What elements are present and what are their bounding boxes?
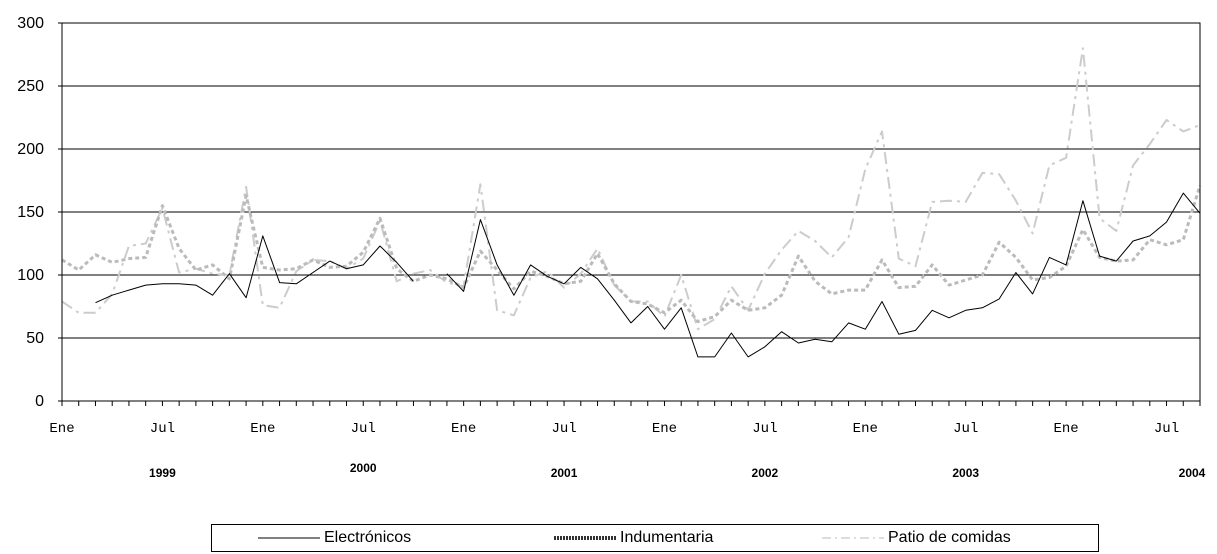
xtick-label-jul: Jul [752,421,777,437]
ytick-label-300: 300 [17,15,44,32]
x-axis: Ene Jul Ene Jul Ene Jul Ene Jul Ene Jul Ene Jul 1999… [49,401,1206,480]
xtick-label-ene: Ene [1054,421,1079,437]
legend-swatch-electronicos [258,537,320,539]
xtick-label-ene: Ene [49,421,74,437]
xtick-label-jul: Jul [351,421,376,437]
ytick-label-200: 200 [17,141,44,158]
series-line-patio-de-comidas [61,47,1201,331]
series-line-electr-nicos [95,192,1201,358]
ytick-label-0: 0 [35,393,44,410]
year-label-2001: 2001 [551,466,578,480]
y-axis: 0 50 100 150 200 250 300 [17,15,62,410]
plot-area-border [61,22,1201,402]
year-label-2002: 2002 [752,466,779,480]
xtick-label-jul: Jul [150,421,175,437]
year-label-1999: 1999 [149,466,176,480]
legend-item-patio-de-comidas: Patio de comidas [822,527,1011,549]
xtick-label-ene: Ene [652,421,677,437]
ytick-label-100: 100 [17,267,44,284]
xtick-label-jul: Jul [953,421,978,437]
legend: Electrónicos Indumentaria Patio de comid… [211,524,1099,552]
series-line-indumentaria [61,185,1202,324]
series-lines [61,47,1202,358]
legend-swatch-indumentaria [554,536,616,540]
ytick-label-150: 150 [17,204,44,221]
xtick-label-ene: Ene [451,421,476,437]
gridlines [62,22,1200,402]
year-label-2003: 2003 [952,466,979,480]
legend-label-patio-de-comidas: Patio de comidas [888,529,1011,546]
year-label-2004: 2004 [1179,466,1206,480]
xtick-label-jul: Jul [551,421,576,437]
xtick-label-jul: Jul [1154,421,1179,437]
ytick-label-50: 50 [26,330,44,347]
year-label-2000: 2000 [350,461,377,475]
xtick-label-ene: Ene [853,421,878,437]
legend-label-indumentaria: Indumentaria [620,529,714,546]
legend-item-indumentaria: Indumentaria [554,527,713,549]
ytick-label-250: 250 [17,78,44,95]
legend-item-electronicos: Electrónicos [258,527,411,549]
legend-label-electronicos: Electrónicos [324,529,412,546]
legend-swatch-patio-de-comidas [822,537,884,539]
xtick-label-ene: Ene [250,421,275,437]
